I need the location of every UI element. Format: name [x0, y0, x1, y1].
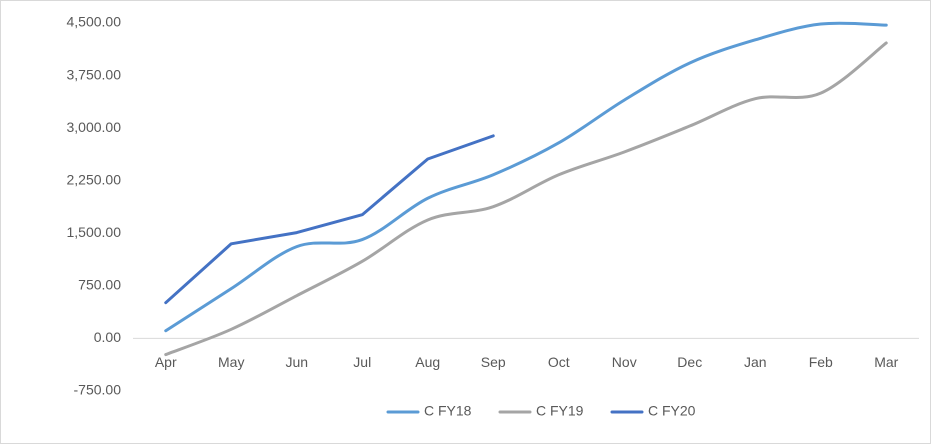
y-tick-label: 750.00: [78, 277, 121, 293]
legend-label: C FY20: [648, 403, 696, 419]
x-tick-label: Feb: [809, 354, 833, 370]
x-tick-label: Jan: [744, 354, 767, 370]
x-tick-label: Nov: [612, 354, 637, 370]
y-tick-label: 3,750.00: [67, 66, 122, 82]
x-tick-label: Apr: [155, 354, 177, 370]
legend-label: C FY19: [536, 403, 584, 419]
y-tick-label: 0.00: [94, 329, 121, 345]
y-tick-label: 4,500.00: [67, 14, 122, 30]
x-tick-label: May: [218, 354, 244, 370]
line: [164, 41, 888, 357]
legend-label: C FY18: [424, 403, 472, 419]
x-tick-label: Dec: [677, 354, 702, 370]
x-tick-label: Jun: [285, 354, 308, 370]
line: [164, 21, 888, 333]
x-tick-label: Sep: [481, 354, 506, 370]
x-tick-label: Jul: [353, 354, 371, 370]
y-tick-label: 1,500.00: [67, 224, 122, 240]
x-tick-label: Oct: [548, 354, 570, 370]
y-tick-label: 2,250.00: [67, 171, 122, 187]
line: [164, 134, 495, 305]
y-tick-label: -750.00: [74, 382, 122, 398]
y-tick-label: 3,000.00: [67, 119, 122, 135]
x-tick-label: Aug: [415, 354, 440, 370]
x-tick-label: Mar: [874, 354, 898, 370]
